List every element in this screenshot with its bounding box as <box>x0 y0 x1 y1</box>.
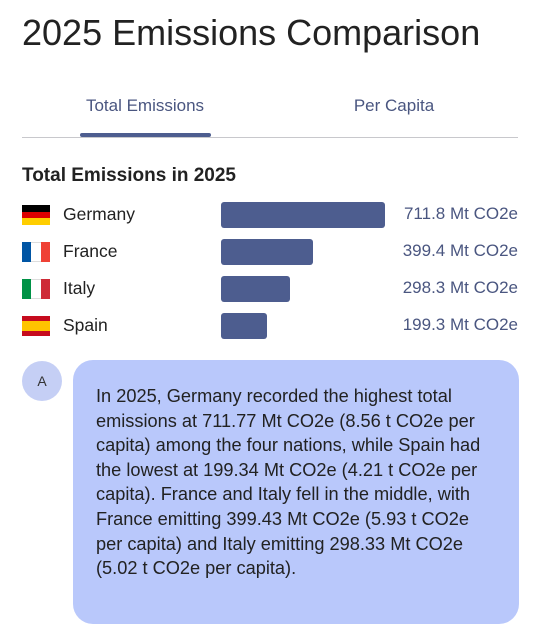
flag <box>22 205 50 226</box>
avatar: A <box>22 361 62 401</box>
message-bubble: In 2025, Germany recorded the highest to… <box>73 360 519 624</box>
country-label: Spain <box>63 315 108 335</box>
flag <box>22 279 50 299</box>
tab-per-capita[interactable]: Per Capita <box>353 96 435 115</box>
tab-total[interactable]: Total Emissions <box>85 96 205 115</box>
tab-indicator <box>80 133 211 137</box>
country-label: Germany <box>63 204 135 224</box>
chart-title: Total Emissions in 2025 <box>22 165 237 186</box>
value-label: 199.3 Mt CO2e <box>402 315 518 334</box>
bar <box>221 239 314 265</box>
flag <box>22 316 50 336</box>
country-label: France <box>63 241 118 261</box>
flag <box>22 242 50 262</box>
value-label: 298.3 Mt CO2e <box>402 278 518 297</box>
country-label: Italy <box>63 278 96 298</box>
value-label: 399.4 Mt CO2e <box>402 241 518 260</box>
page-title: 2025 Emissions Comparison <box>22 12 481 53</box>
divider <box>22 137 518 138</box>
bar <box>221 202 385 228</box>
bar <box>221 313 267 339</box>
value-label: 711.8 Mt CO2e <box>403 204 518 223</box>
bar <box>221 276 290 302</box>
